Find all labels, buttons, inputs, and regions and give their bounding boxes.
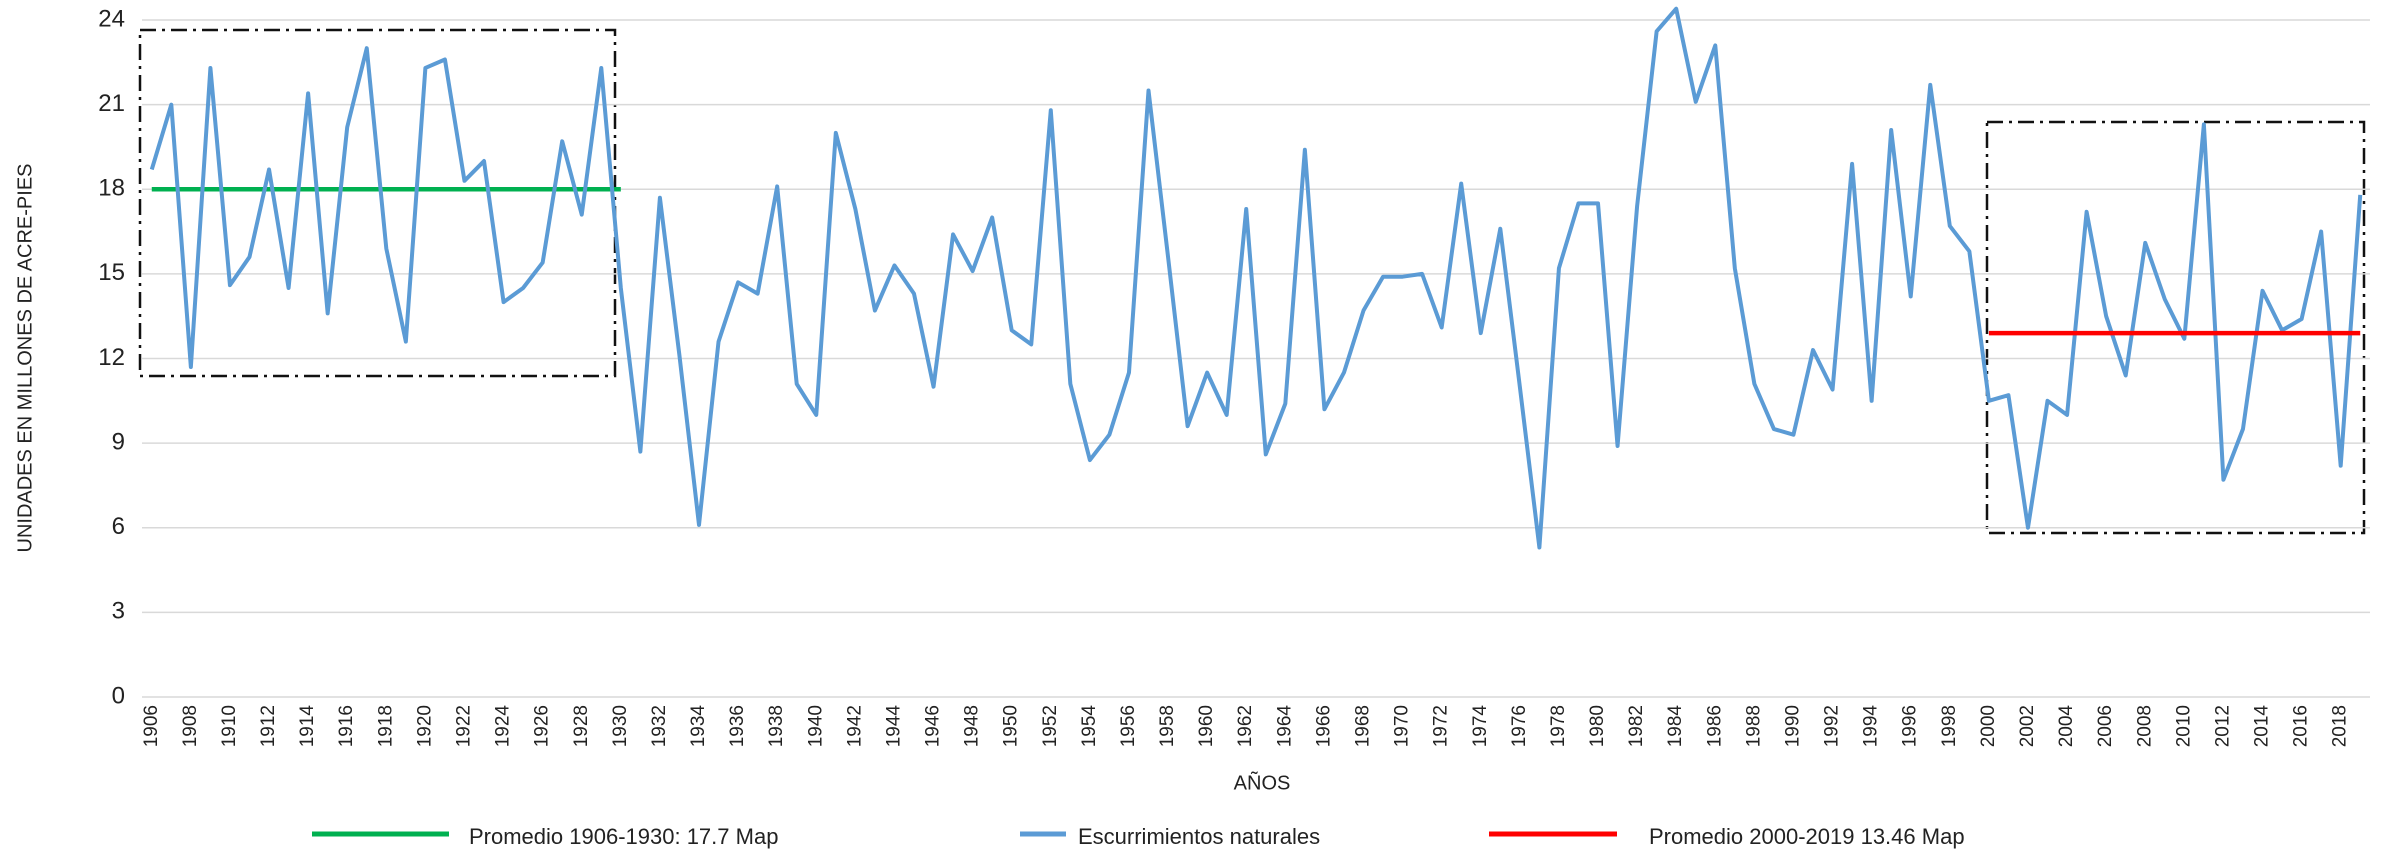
y-tick-label: 9 <box>112 428 125 455</box>
x-tick-label: 1990 <box>1782 705 1803 747</box>
x-tick-label: 1956 <box>1118 705 1139 747</box>
legend-label: Escurrimientos naturales <box>1078 824 1320 849</box>
y-tick-label: 21 <box>98 90 125 117</box>
x-tick-label: 1996 <box>1900 705 1921 747</box>
x-tick-label: 1932 <box>649 705 670 747</box>
y-tick-label: 15 <box>98 259 125 286</box>
x-tick-label: 1986 <box>1704 705 1725 747</box>
x-tick-label: 1968 <box>1353 705 1374 747</box>
x-tick-label: 1972 <box>1431 705 1452 747</box>
y-axis-title: UNIDADES EN MILLONES DE ACRE-PIES <box>14 164 36 553</box>
x-tick-label: 1928 <box>571 705 592 747</box>
legend-label: Promedio 1906-1930: 17.7 Map <box>469 824 778 849</box>
x-tick-label: 2000 <box>1978 705 1999 747</box>
x-tick-label: 1952 <box>1040 705 1061 747</box>
x-tick-label: 1906 <box>141 705 162 747</box>
series-line <box>149 6 2363 550</box>
x-tick-label: 1948 <box>962 705 983 747</box>
x-tick-label: 1938 <box>766 705 787 747</box>
x-tick-label: 1946 <box>923 705 944 747</box>
x-tick-label: 1974 <box>1470 705 1491 748</box>
x-tick-label: 2004 <box>2056 705 2077 748</box>
x-tick-label: 1980 <box>1587 705 1608 747</box>
x-tick-label: 1950 <box>1001 705 1022 747</box>
x-tick-label: 1944 <box>883 705 904 748</box>
x-tick-label: 1916 <box>336 705 357 747</box>
x-tick-label: 1966 <box>1313 705 1334 747</box>
x-tick-label: 1926 <box>532 705 553 747</box>
x-tick-label: 1934 <box>688 705 709 748</box>
x-tick-label: 1908 <box>180 705 201 747</box>
x-tick-label: 1982 <box>1626 705 1647 747</box>
x-tick-label: 2018 <box>2330 705 2351 747</box>
x-tick-label: 1930 <box>610 705 631 747</box>
x-tick-label: 1994 <box>1861 705 1882 748</box>
x-tick-label: 1964 <box>1274 705 1295 748</box>
x-tick-label: 1970 <box>1392 705 1413 747</box>
x-tick-label: 2014 <box>2252 705 2273 748</box>
y-tick-label: 0 <box>112 682 125 709</box>
x-tick-label: 1976 <box>1509 705 1530 747</box>
x-tick-label: 2002 <box>2017 705 2038 747</box>
x-tick-label: 1920 <box>414 705 435 747</box>
highlight-box <box>138 28 617 378</box>
x-tick-label: 1992 <box>1822 705 1843 747</box>
x-tick-label: 1942 <box>844 705 865 747</box>
x-tick-label: 1914 <box>297 705 318 748</box>
x-tick-label: 1936 <box>727 705 748 747</box>
x-tick-label: 1958 <box>1157 705 1178 747</box>
x-tick-label: 1998 <box>1939 705 1960 747</box>
x-tick-label: 1922 <box>453 705 474 747</box>
legend-label: Promedio 2000-2019 13.46 Map <box>1649 824 1965 849</box>
x-tick-label: 1912 <box>258 705 279 747</box>
x-tick-label: 1940 <box>805 705 826 747</box>
x-tick-label: 2016 <box>2291 705 2312 747</box>
x-tick-label: 1918 <box>375 705 396 747</box>
x-axis-title: AÑOS <box>1234 770 1291 794</box>
y-tick-label: 18 <box>98 175 125 202</box>
y-tick-label: 3 <box>112 598 125 625</box>
x-tick-label: 2008 <box>2134 705 2155 747</box>
x-tick-label: 1978 <box>1548 705 1569 747</box>
x-tick-label: 1960 <box>1196 705 1217 747</box>
x-tick-label: 1924 <box>493 705 514 748</box>
x-tick-label: 1954 <box>1079 705 1100 748</box>
y-tick-label: 24 <box>98 5 125 32</box>
y-tick-label: 6 <box>112 513 125 540</box>
x-tick-label: 1988 <box>1743 705 1764 747</box>
x-tick-label: 1910 <box>219 705 240 747</box>
y-tick-label: 12 <box>98 344 125 371</box>
x-tick-label: 2012 <box>2212 705 2233 747</box>
x-tick-label: 2006 <box>2095 705 2116 747</box>
highlight-box <box>1985 120 2366 535</box>
x-tick-label: 2010 <box>2173 705 2194 747</box>
x-tick-label: 1962 <box>1235 705 1256 747</box>
x-tick-label: 1984 <box>1665 705 1686 748</box>
